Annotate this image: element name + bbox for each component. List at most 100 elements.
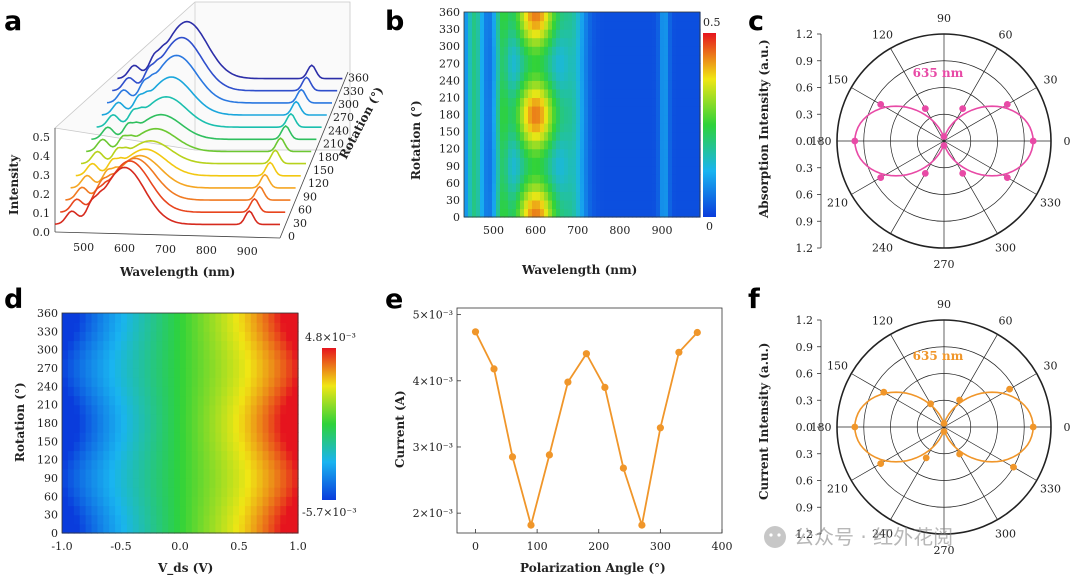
panel-d-cell bbox=[144, 413, 152, 424]
panel-d-cell bbox=[244, 505, 252, 516]
panel-b-cell bbox=[508, 71, 513, 81]
panel-d-cell bbox=[244, 450, 252, 461]
panel-b-cell bbox=[496, 105, 501, 116]
panel-d-cell bbox=[150, 368, 157, 378]
panel-d-cell bbox=[233, 523, 240, 534]
panel-d-cell bbox=[79, 487, 87, 497]
panel-d-cell bbox=[138, 386, 146, 397]
panel-d-cell bbox=[292, 349, 299, 360]
panel-b-x-tick: 600 bbox=[525, 224, 546, 237]
panel-b-cell bbox=[528, 157, 533, 167]
panel-b-cell bbox=[480, 123, 485, 133]
panel-b-cell bbox=[596, 46, 601, 56]
panel-b-cell bbox=[500, 46, 505, 56]
panel-b-cell bbox=[648, 157, 653, 167]
panel-b-cell bbox=[568, 114, 573, 124]
panel-b-cell bbox=[600, 71, 605, 81]
panel-b-cell bbox=[632, 46, 637, 56]
panel-b-cell bbox=[508, 191, 513, 201]
panel-label-c: c bbox=[748, 6, 764, 37]
panel-f-angle-tick: 60 bbox=[999, 315, 1013, 328]
panel-b-cell bbox=[640, 105, 645, 116]
panel-d-cell bbox=[227, 496, 234, 507]
panel-b-cell bbox=[528, 29, 533, 39]
panel-b-cell bbox=[556, 105, 561, 116]
panel-b-cell bbox=[620, 140, 625, 150]
panel-b-cell bbox=[600, 12, 605, 22]
panel-d-cell bbox=[156, 386, 163, 397]
panel-b-cell bbox=[652, 80, 657, 90]
panel-b-cell bbox=[484, 131, 489, 141]
panel-b-cell bbox=[568, 46, 573, 56]
panel-b-cell bbox=[632, 140, 637, 150]
panel-b-cell bbox=[528, 191, 533, 201]
panel-b-cell bbox=[576, 140, 581, 150]
panel-d-cell bbox=[91, 340, 98, 351]
panel-b-cell bbox=[512, 88, 517, 99]
panel-b-cell bbox=[696, 157, 701, 167]
panel-d-cell bbox=[233, 413, 240, 424]
panel-f-angle-tick: 0 bbox=[1064, 421, 1071, 434]
panel-b-cell bbox=[568, 29, 573, 39]
panel-c-angle-tick: 120 bbox=[872, 29, 893, 42]
panel-b-cell bbox=[616, 157, 621, 167]
panel-d-cell bbox=[250, 505, 258, 516]
panel-e-x-tick: 200 bbox=[588, 540, 609, 553]
panel-d-cell bbox=[191, 340, 199, 351]
panel-b-cell bbox=[540, 71, 545, 81]
panel-b-cell bbox=[652, 20, 657, 30]
panel-b-cell bbox=[476, 105, 481, 116]
panel-d-cell bbox=[126, 386, 134, 397]
panel-d-cell bbox=[156, 441, 163, 452]
panel-b-cell bbox=[624, 20, 629, 30]
panel-b-cell bbox=[612, 97, 617, 107]
panel-b-cell bbox=[628, 123, 633, 133]
panel-b-cell bbox=[636, 131, 641, 141]
panel-d-cell bbox=[244, 322, 252, 332]
panel-d-cell bbox=[162, 368, 169, 378]
panel-b-cell bbox=[560, 46, 565, 56]
panel-b-cell bbox=[612, 174, 617, 184]
panel-b-cell bbox=[528, 80, 533, 90]
panel-d-cell bbox=[221, 340, 228, 351]
panel-a-y-tick: 0.1 bbox=[33, 207, 51, 220]
panel-c-angle-tick: 0 bbox=[1064, 135, 1071, 148]
panel-b-cell bbox=[604, 12, 609, 22]
panel-b-cell bbox=[628, 131, 633, 141]
panel-b-cell bbox=[492, 88, 497, 99]
panel-b-cell bbox=[620, 29, 625, 39]
panel-b-cell bbox=[552, 182, 557, 192]
panel-d-cell bbox=[85, 487, 93, 497]
panel-d-cell bbox=[85, 404, 93, 415]
panel-b-cell bbox=[668, 165, 673, 175]
panel-d-cell bbox=[109, 459, 116, 470]
panel-b-cell bbox=[480, 148, 485, 158]
panel-b-cell bbox=[504, 148, 509, 158]
panel-b-cell bbox=[508, 63, 513, 73]
panel-d-cell bbox=[180, 331, 187, 342]
panel-b-cell bbox=[676, 208, 681, 218]
panel-d-cell bbox=[91, 313, 98, 323]
panel-d-cell bbox=[162, 322, 169, 332]
panel-b-cell bbox=[484, 157, 489, 167]
panel-b-cell bbox=[680, 12, 685, 22]
panel-b-cell bbox=[672, 29, 677, 39]
panel-d-cell bbox=[144, 322, 152, 332]
panel-b-cell bbox=[540, 97, 545, 107]
panel-b-cell bbox=[664, 12, 669, 22]
panel-b-cell bbox=[544, 191, 549, 201]
panel-b-cell bbox=[644, 140, 649, 150]
panel-b-cell bbox=[472, 174, 477, 184]
panel-b-cell bbox=[524, 208, 529, 218]
panel-d-cell bbox=[62, 441, 69, 452]
panel-d-cell bbox=[221, 432, 228, 442]
panel-d-cell bbox=[239, 523, 246, 534]
panel-d-cell bbox=[79, 459, 87, 470]
panel-b-cell bbox=[628, 157, 633, 167]
panel-d-cell bbox=[144, 478, 152, 488]
panel-b-cell bbox=[656, 148, 661, 158]
panel-b-cell bbox=[668, 54, 673, 64]
panel-b-cell bbox=[524, 37, 529, 47]
panel-b-cell bbox=[544, 54, 549, 64]
panel-b-cell bbox=[664, 174, 669, 184]
